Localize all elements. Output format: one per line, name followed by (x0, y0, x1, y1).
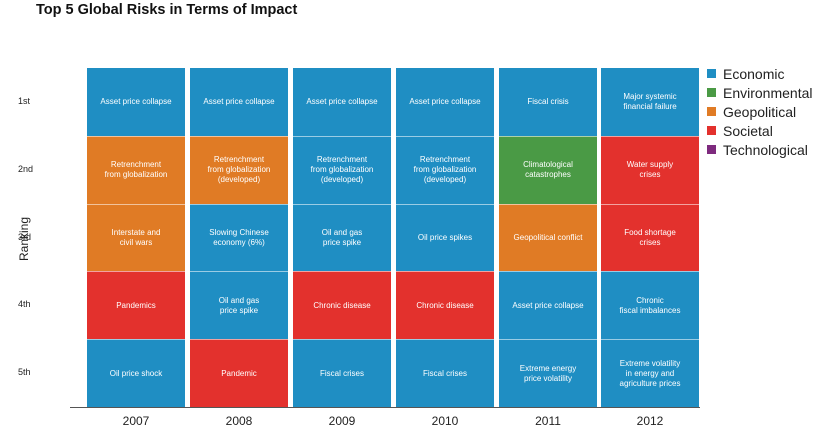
ranking-label-5th: 5th (18, 367, 31, 378)
x-axis-line (70, 407, 700, 408)
legend-swatch (707, 145, 716, 154)
risk-cell: Oil and gas price spike (293, 203, 391, 272)
year-column-2012: Major systemic financial failure Water su… (601, 68, 699, 407)
risk-cell: Oil and gas price spike (190, 271, 288, 340)
year-column-2008: Asset price collapse Retrenchment from gl… (190, 68, 288, 407)
risk-cell: Asset price collapse (499, 271, 597, 340)
risk-cell: Chronic disease (293, 271, 391, 340)
risk-cell: Fiscal crisis (499, 68, 597, 136)
ranking-label-2nd: 2nd (18, 163, 34, 174)
risk-cell: Asset price collapse (293, 68, 391, 136)
legend-item-environmental: Environmental (707, 83, 813, 102)
year-label-2008: 2008 (225, 414, 253, 428)
risk-cell: Retrenchment from globalization (develop… (293, 135, 391, 204)
legend-swatch (707, 126, 716, 135)
legend-item-geopolitical: Geopolitical (707, 102, 813, 121)
risk-cell: Extreme energy price volatility (499, 339, 597, 407)
risk-cell: Asset price collapse (396, 68, 494, 136)
ranking-label-4th: 4th (18, 299, 31, 310)
year-label-2009: 2009 (328, 414, 356, 428)
risk-cell: Slowing Chinese economy (6%) (190, 203, 288, 272)
legend-item-societal: Societal (707, 121, 813, 140)
ranking-label-1st: 1st (18, 95, 31, 106)
risk-cell: Geopolitical conflict (499, 203, 597, 272)
risk-cell: Fiscal crises (293, 339, 391, 407)
risk-cell: Oil price spikes (396, 203, 494, 272)
ranking-label-3rd: 3rd (18, 231, 32, 242)
year-column-2009: Asset price collapse Retrenchment from gl… (293, 68, 391, 407)
chart-title: Top 5 Global Risks in Terms of Impact (36, 2, 298, 18)
risk-cell: Pandemics (87, 271, 185, 340)
risk-cell: Retrenchment from globalization (87, 135, 185, 204)
legend-label: Technological (723, 141, 808, 158)
legend-item-economic: Economic (707, 64, 813, 83)
risk-cell: Extreme volatility in energy and agricul… (601, 339, 699, 407)
risk-cell: Food shortage crises (601, 203, 699, 272)
legend-label: Economic (723, 65, 785, 82)
year-label-2011: 2011 (535, 414, 561, 428)
risk-cell: Retrenchment from globalization (develop… (190, 135, 288, 204)
risk-cell: Water supply crises (601, 135, 699, 204)
legend-label: Environmental (723, 84, 813, 101)
year-label-2012: 2012 (636, 414, 664, 428)
risk-cell: Climatological catastrophes (499, 135, 597, 204)
risk-cell: Pandemic (190, 339, 288, 407)
year-label-2010: 2010 (431, 414, 459, 428)
legend-swatch (707, 88, 716, 97)
risk-cell: Asset price collapse (190, 68, 288, 136)
legend-label: Geopolitical (723, 103, 797, 120)
risk-cell: Chronic fiscal imbalances (601, 271, 699, 340)
legend-swatch (707, 69, 716, 78)
legend-swatch (707, 107, 716, 116)
risk-cell: Chronic disease (396, 271, 494, 340)
year-label-2007: 2007 (122, 414, 150, 428)
legend-item-technological: Technological (707, 140, 813, 159)
legend-label: Societal (723, 122, 773, 139)
risk-cell: Interstate and civil wars (87, 203, 185, 272)
risk-cell: Fiscal crises (396, 339, 494, 407)
risk-cell: Major systemic financial failure (601, 68, 699, 136)
risk-cell: Retrenchment from globalization (develop… (396, 135, 494, 204)
year-column-2010: Asset price collapse Retrenchment from gl… (396, 68, 494, 407)
risk-cell: Oil price shock (87, 339, 185, 407)
year-column-2007: Asset price collapse Retrenchment from gl… (87, 68, 185, 407)
risk-cell: Asset price collapse (87, 68, 185, 136)
year-column-2011: Fiscal crisis Climatological catastrophes… (499, 68, 597, 407)
legend: Economic Environmental Geopolitical Societa… (707, 64, 813, 159)
